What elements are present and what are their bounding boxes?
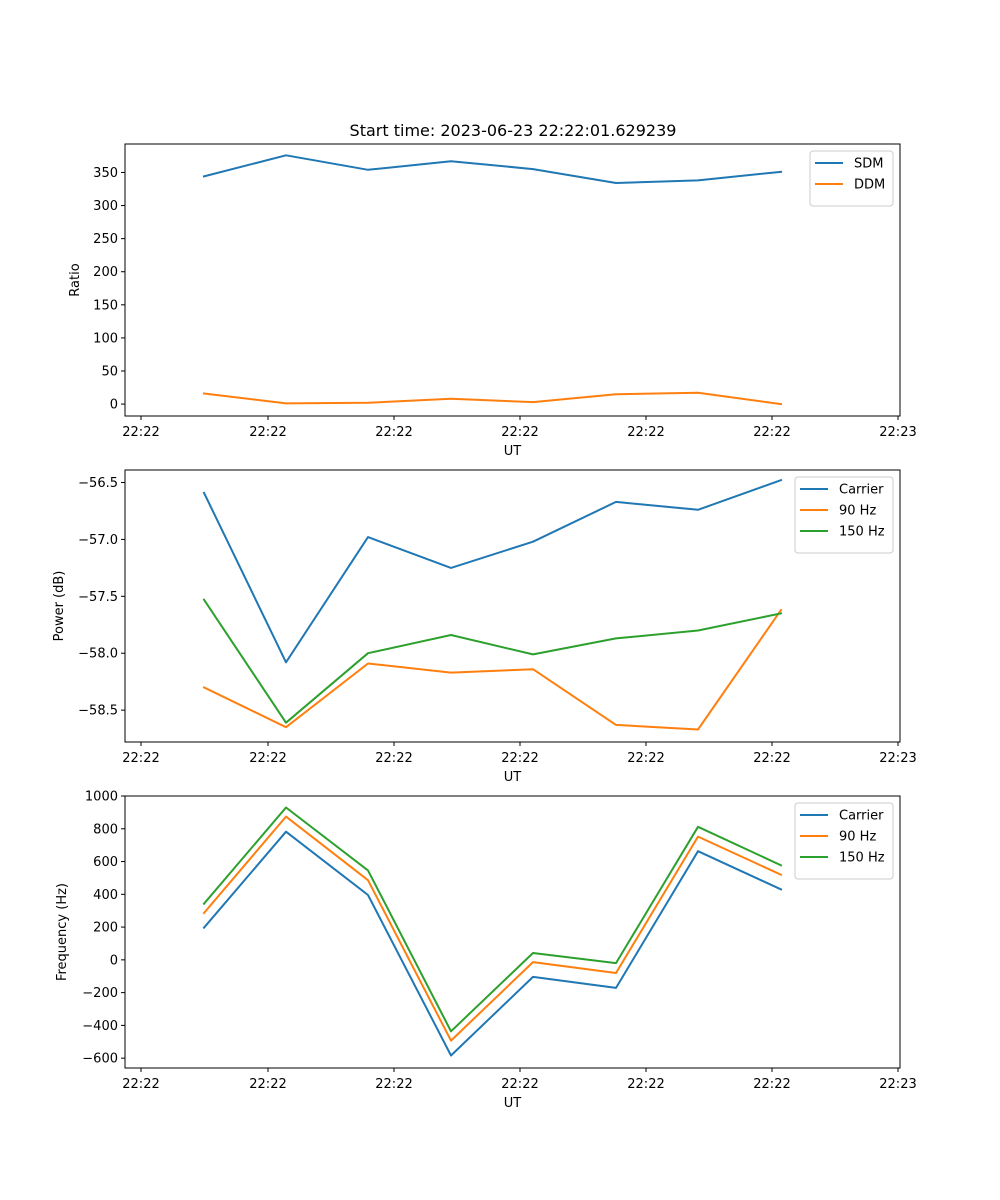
- x-tick-label: 22:22: [375, 1077, 412, 1092]
- x-tick-label: 22:22: [249, 425, 286, 440]
- x-tick-label: 22:22: [753, 751, 790, 766]
- x-tick-label: 22:22: [122, 425, 159, 440]
- x-tick-label: 22:23: [879, 425, 916, 440]
- axes-frame: [124, 469, 901, 743]
- series-line-ddm: [202, 391, 783, 406]
- y-tick-label: 250: [93, 232, 118, 247]
- y-tick-label: 400: [93, 888, 118, 903]
- x-tick-label: 22:22: [627, 1077, 664, 1092]
- y-axis-label: Ratio: [68, 263, 83, 296]
- legend: SDM DDM: [809, 150, 894, 207]
- y-tick-label: −58.0: [78, 647, 118, 662]
- legend-frame: [809, 150, 894, 207]
- y-tick-label: −200: [82, 986, 118, 1001]
- subplot-2: 22:22 22:22 22:22 22:22 22:22 22:22 22:23 −58.5…: [52, 469, 917, 785]
- series-line-carrier: [202, 830, 783, 1057]
- subplot-3: 22:22 22:22 22:22 22:22 22:22 22:22 22:23 −600 −…: [55, 790, 917, 1112]
- x-tick-label: 22:22: [375, 425, 412, 440]
- y-tick-label: −57.5: [78, 590, 118, 605]
- x-tick-label: 22:23: [879, 1077, 916, 1092]
- x-tick-label: 22:22: [627, 425, 664, 440]
- x-axis-label: UT: [504, 1096, 522, 1111]
- legend-label: Carrier: [839, 483, 884, 498]
- charts-container: 22:22 22:22 22:22 22:22 22:22 22:22 22:23 0 50 10…: [52, 143, 917, 1112]
- legend: Carrier 90 Hz 150 Hz: [794, 476, 894, 554]
- y-tick-label: −57.0: [78, 533, 118, 548]
- subplot-1: 22:22 22:22 22:22 22:22 22:22 22:22 22:23 0 50 10…: [68, 143, 917, 459]
- y-tick-label: 200: [93, 265, 118, 280]
- x-tick-label: 22:23: [879, 751, 916, 766]
- x-tick-label: 22:22: [249, 751, 286, 766]
- x-tick-label: 22:22: [122, 1077, 159, 1092]
- series-line-carrier: [202, 478, 783, 664]
- y-axis-label: Frequency (Hz): [55, 883, 70, 981]
- axes-frame: [124, 143, 901, 417]
- x-tick-label: 22:22: [501, 751, 538, 766]
- y-tick-label: 100: [93, 331, 118, 346]
- legend-label: 90 Hz: [839, 504, 876, 519]
- series-line-150-hz: [202, 598, 783, 724]
- y-tick-label: −58.5: [78, 704, 118, 719]
- x-tick-label: 22:22: [375, 751, 412, 766]
- y-tick-label: 200: [93, 921, 118, 936]
- x-tick-label: 22:22: [753, 1077, 790, 1092]
- x-tick-label: 22:22: [249, 1077, 286, 1092]
- legend-label: Carrier: [839, 809, 884, 824]
- legend-label: SDM: [854, 157, 883, 172]
- legend-label: 150 Hz: [839, 525, 885, 540]
- y-tick-label: 0: [110, 953, 118, 968]
- series-line-90-hz: [202, 608, 783, 731]
- series-line-90-hz: [202, 815, 783, 1042]
- x-tick-label: 22:22: [627, 751, 664, 766]
- x-axis-label: UT: [504, 444, 522, 459]
- x-tick-label: 22:22: [753, 425, 790, 440]
- y-tick-label: −56.5: [78, 476, 118, 491]
- series-line-150-hz: [202, 806, 783, 1033]
- y-tick-label: 1000: [85, 790, 118, 805]
- y-tick-label: 0: [110, 398, 118, 413]
- x-axis-label: UT: [504, 770, 522, 785]
- y-tick-label: 800: [93, 822, 118, 837]
- axes-frame: [124, 795, 901, 1069]
- y-tick-label: 300: [93, 199, 118, 214]
- legend-frame: [794, 802, 894, 880]
- legend: Carrier 90 Hz 150 Hz: [794, 802, 894, 880]
- y-tick-label: −600: [82, 1052, 118, 1067]
- x-tick-label: 22:22: [501, 1077, 538, 1092]
- x-tick-label: 22:22: [501, 425, 538, 440]
- y-tick-label: 150: [93, 298, 118, 313]
- y-tick-label: 600: [93, 855, 118, 870]
- chart-title: Start time: 2023-06-23 22:22:01.629239: [350, 121, 677, 140]
- legend-label: DDM: [854, 178, 885, 193]
- y-tick-label: 50: [101, 364, 118, 379]
- legend-label: 150 Hz: [839, 851, 885, 866]
- series-line-sdm: [202, 154, 783, 184]
- y-tick-label: −400: [82, 1019, 118, 1034]
- legend-label: 90 Hz: [839, 830, 876, 845]
- y-tick-label: 350: [93, 166, 118, 181]
- legend-frame: [794, 476, 894, 554]
- y-axis-label: Power (dB): [52, 571, 67, 642]
- x-tick-label: 22:22: [122, 751, 159, 766]
